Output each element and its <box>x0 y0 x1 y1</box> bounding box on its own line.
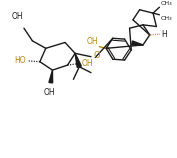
Text: H: H <box>162 30 167 39</box>
Polygon shape <box>132 41 143 45</box>
Text: OH: OH <box>44 88 56 97</box>
Text: CH₃: CH₃ <box>160 16 172 21</box>
Polygon shape <box>75 53 81 67</box>
Polygon shape <box>49 70 53 83</box>
Text: OH: OH <box>86 37 98 46</box>
Text: O: O <box>93 51 100 60</box>
Text: OH: OH <box>12 12 23 21</box>
Text: CH₃: CH₃ <box>160 1 172 6</box>
Text: HO: HO <box>14 56 26 65</box>
Text: OH: OH <box>81 59 93 68</box>
